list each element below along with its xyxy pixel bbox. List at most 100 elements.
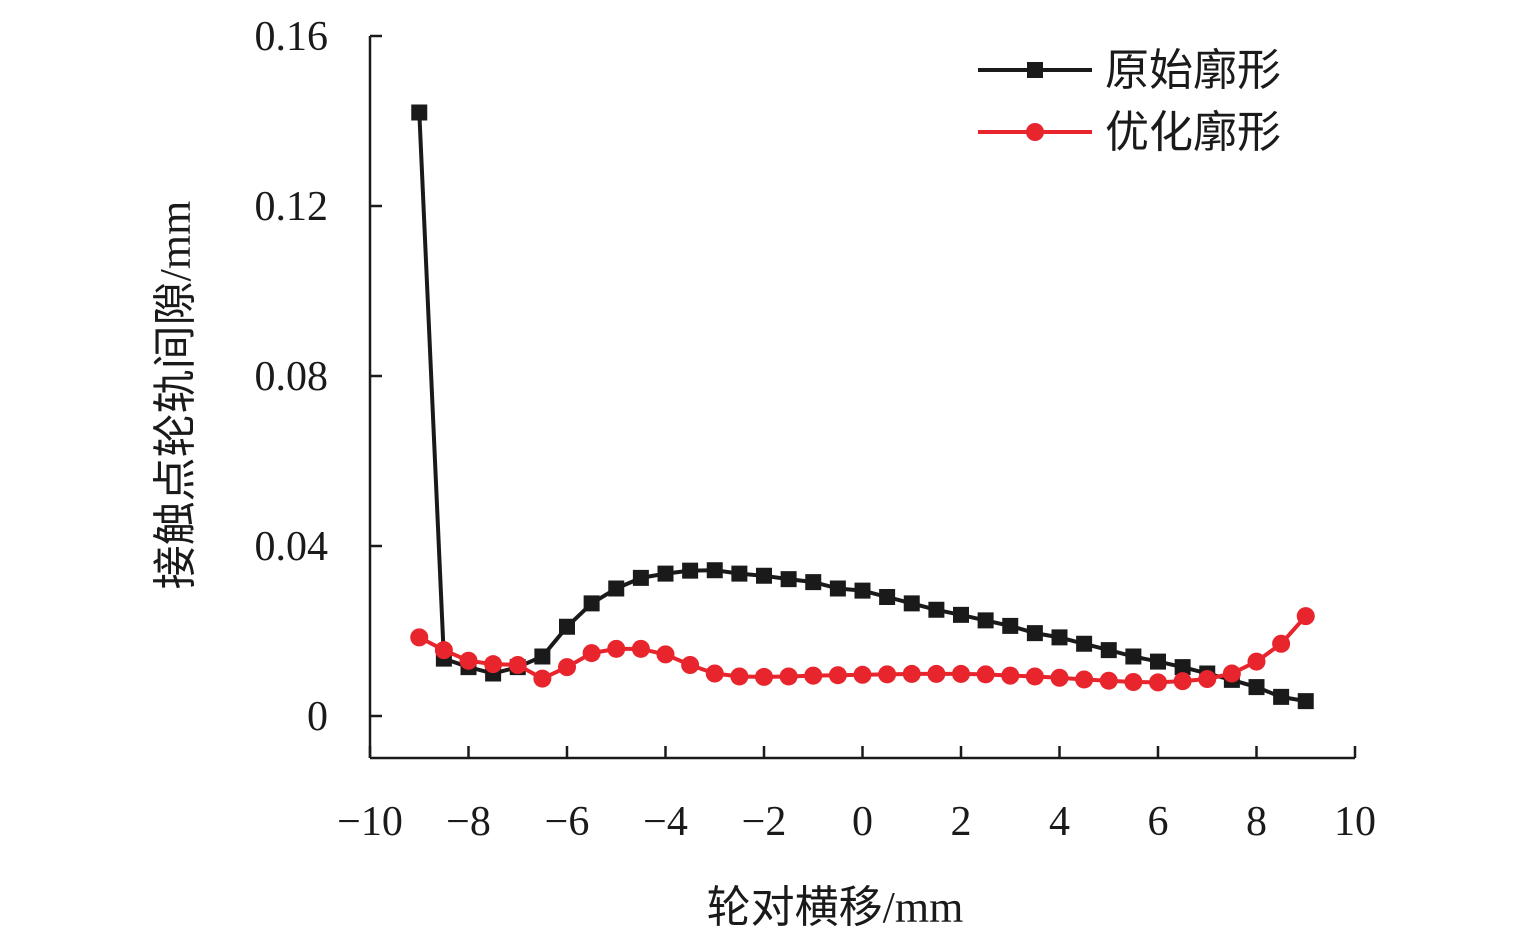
data-point: [1173, 672, 1192, 691]
y-tick-label: 0.12: [255, 184, 329, 230]
data-point: [1075, 670, 1094, 689]
data-point: [1001, 666, 1020, 685]
data-point: [953, 606, 969, 623]
data-point: [756, 567, 772, 584]
legend-label: 原始廓形: [1105, 46, 1281, 95]
data-point: [928, 601, 945, 618]
x-tick-label: 4: [1049, 799, 1070, 845]
data-point: [459, 651, 478, 670]
data-point: [1124, 673, 1143, 691]
data-point: [927, 664, 946, 683]
x-tick-label: −4: [643, 799, 688, 845]
x-tick-label: −2: [742, 799, 787, 845]
data-point: [608, 580, 625, 597]
data-point: [533, 669, 552, 688]
data-point: [853, 665, 872, 684]
data-point: [1051, 629, 1068, 646]
data-point: [805, 574, 822, 591]
data-point: [607, 639, 626, 658]
legend-swatch-marker: [1027, 62, 1043, 78]
legend-item-2: 优化廓形: [978, 108, 1281, 157]
y-tick-label: 0: [307, 694, 328, 740]
x-tick-label: 10: [1334, 799, 1376, 845]
data-point: [1248, 679, 1265, 696]
x-tick-label: 0: [852, 799, 873, 845]
x-tick-label: 2: [951, 799, 972, 845]
data-point: [1247, 652, 1266, 671]
legend-item-1: 原始廓形: [978, 46, 1281, 95]
x-tick-label: −8: [446, 799, 491, 845]
data-point: [1174, 659, 1191, 676]
data-point: [976, 665, 995, 684]
data-point: [631, 639, 650, 658]
data-point: [558, 658, 576, 677]
data-point: [977, 612, 994, 629]
data-point: [730, 667, 749, 686]
data-point: [657, 565, 674, 582]
data-point: [656, 645, 675, 664]
data-point: [1297, 693, 1314, 710]
data-point: [902, 664, 921, 683]
data-point: [681, 656, 700, 674]
data-point: [1076, 635, 1093, 652]
legend-label: 优化廓形: [1105, 108, 1281, 157]
series-group: [410, 104, 1315, 710]
data-point: [582, 644, 601, 663]
data-point: [682, 562, 699, 579]
data-point: [1198, 670, 1217, 689]
data-point: [780, 571, 797, 588]
data-point: [484, 655, 503, 674]
data-point: [804, 666, 823, 685]
x-tick-label: −10: [337, 799, 403, 845]
y-tick-label: 0.08: [255, 354, 329, 400]
series-1-line: [417, 112, 1307, 704]
data-point: [1025, 667, 1044, 686]
data-point: [952, 664, 970, 683]
data-point: [755, 667, 773, 686]
data-point: [1296, 607, 1315, 626]
data-point: [1002, 617, 1019, 634]
data-point: [1100, 642, 1117, 659]
data-point: [534, 648, 551, 665]
data-point: [705, 664, 724, 683]
data-point: [878, 665, 897, 684]
data-point: [632, 569, 649, 586]
data-point: [411, 104, 428, 121]
x-tick-label: 6: [1148, 799, 1169, 845]
data-point: [1273, 688, 1290, 705]
data-point: [1150, 653, 1166, 670]
data-point: [1125, 648, 1142, 665]
data-point: [1272, 634, 1291, 653]
data-point: [706, 562, 723, 579]
y-tick-label: 0.04: [255, 524, 329, 570]
data-point: [434, 641, 453, 660]
data-point: [779, 667, 798, 686]
data-point: [1050, 668, 1069, 687]
data-point: [559, 618, 575, 635]
data-point: [583, 595, 600, 612]
data-point: [508, 656, 527, 674]
series-1: [411, 104, 1314, 710]
data-point: [828, 666, 847, 685]
data-point: [829, 580, 846, 597]
data-point: [1099, 671, 1118, 690]
series-2: [410, 607, 1315, 692]
data-point: [410, 628, 429, 647]
data-point: [731, 565, 748, 582]
x-tick-label: −6: [545, 799, 590, 845]
data-point: [854, 582, 871, 599]
x-axis-title: 轮对横移/mm: [707, 883, 964, 932]
legend-swatch-marker: [1026, 123, 1044, 141]
data-point: [1222, 664, 1241, 683]
axes: −10 −8 −6 −4 −2 0 2 4 6 8 10 0 0.04 0.08 0.12 0.16: [255, 14, 1377, 845]
y-tick-label: 0.16: [255, 14, 329, 60]
y-axis-title: 接触点轮轨间隙/mm: [151, 201, 200, 590]
data-point: [879, 589, 896, 605]
data-point: [1026, 625, 1043, 642]
x-tick-label: 8: [1246, 799, 1267, 845]
data-point: [1149, 673, 1167, 692]
data-point: [903, 595, 920, 612]
